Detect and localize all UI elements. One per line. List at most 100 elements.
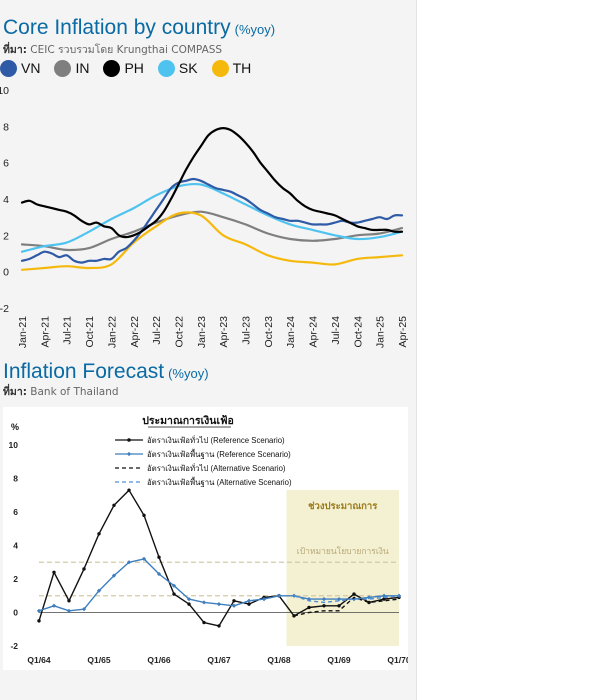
legend-item-in: IN: [54, 59, 90, 77]
chart2-data-point: [67, 599, 71, 603]
chart2-data-point: [337, 604, 341, 608]
y-tick-label: 0: [3, 267, 9, 279]
y-tick-label: 8: [13, 474, 18, 484]
chart2-data-point: [172, 592, 176, 596]
x-tick-label: Jul-23: [241, 316, 253, 345]
chart1-legend: VN IN PH SK TH: [0, 58, 265, 78]
legend-item-vn: VN: [0, 59, 41, 77]
x-tick-label: Oct-23: [263, 316, 275, 348]
chart2-legend-marker: [127, 438, 131, 442]
x-tick-label: Apr-21: [39, 316, 51, 348]
chart2-data-point: [336, 596, 342, 602]
x-tick-label: Apr-23: [218, 316, 230, 348]
x-tick-label: Jan-22: [106, 316, 118, 348]
chart2-data-point: [52, 570, 56, 574]
x-tick-label: Oct-21: [84, 316, 96, 348]
x-tick-label: Apr-25: [397, 316, 409, 348]
series-line-ph: [20, 127, 404, 239]
legend-swatch-sk: [157, 59, 175, 77]
chart2-series-line: [293, 596, 400, 617]
x-tick-label: Oct-24: [352, 316, 364, 348]
chart1-source-text: CEIC รวบรวมโดย Krungthai COMPASS: [30, 44, 223, 56]
chart2-data-point: [141, 556, 147, 562]
legend-label-ph: PH: [124, 60, 144, 76]
chart2-data-point: [112, 503, 116, 507]
chart2-inner-title: ประมาณการเงินเฟ้อ: [142, 414, 234, 427]
legend-swatch-in: [54, 59, 72, 77]
chart2-data-point: [111, 573, 117, 578]
x-tick-label: Jan-23: [196, 316, 208, 348]
chart2-legend-marker: [126, 451, 132, 457]
x-tick-label: Oct-22: [173, 316, 185, 348]
x-tick-label: Apr-24: [308, 316, 320, 348]
y-tick-label: 4: [3, 194, 9, 206]
x-tick-label: Jul-24: [330, 316, 342, 345]
chart2-data-point: [81, 607, 87, 612]
legend-swatch-vn: [0, 59, 17, 77]
chart2-source: ที่มา: Bank of Thailand: [3, 383, 119, 400]
y-tick-label: -2: [10, 641, 18, 651]
chart1-source: ที่มา: CEIC รวบรวมโดย Krungthai COMPASS: [3, 41, 222, 58]
chart2-data-point: [322, 604, 326, 608]
y-tick-label: 6: [3, 158, 9, 170]
legend-label-in: IN: [75, 60, 90, 76]
legend-item-ph: PH: [103, 59, 144, 77]
x-tick-label: Q1/67: [207, 655, 230, 665]
chart2-data-point: [261, 596, 267, 602]
x-tick-label: Q1/69: [327, 655, 350, 665]
x-tick-label: Q1/64: [27, 655, 50, 665]
x-tick-label: Jul-21: [62, 316, 74, 345]
chart2-data-point: [307, 605, 311, 610]
y-tick-label: 2: [3, 230, 9, 242]
legend-item-th: TH: [211, 59, 252, 77]
legend-label-th: TH: [232, 60, 252, 76]
chart2-data-point: [187, 602, 191, 606]
chart1-heading: Core Inflation by country (%yoy): [3, 16, 275, 40]
forecast-label: ช่วงประมาณการ: [308, 500, 378, 512]
chart2-legend-label: อัตราเงินเฟ้อทั่วไป (Alternative Scenari…: [147, 463, 286, 473]
x-tick-label: Jan-21: [17, 316, 29, 348]
chart2-figure: ช่วงประมาณการ เป้าหมายนโยบายการเงิน ประมาณ…: [3, 407, 411, 670]
legend-label-sk: SK: [178, 60, 198, 76]
chart2-source-label: ที่มา:: [3, 386, 27, 398]
y-tick-label: 10: [9, 440, 19, 450]
x-tick-label: Q1/65: [87, 655, 110, 665]
series-line-sk: [20, 182, 404, 253]
chart1-unit: (%yoy): [234, 22, 276, 37]
x-tick-label: Jul-22: [151, 316, 163, 345]
chart2-data-point: [51, 603, 57, 608]
forecast-region: [286, 490, 399, 646]
chart2-legend-label: อัตราเงินเฟ้อทั่วไป (Reference Scenario): [147, 435, 285, 445]
chart2-data-point: [97, 532, 101, 536]
chart2-data-point: [247, 602, 251, 606]
chart2-data-point: [186, 596, 192, 602]
legend-item-sk: SK: [157, 59, 198, 77]
chart2-data-point: [321, 596, 327, 602]
chart2-data-point: [201, 600, 207, 605]
x-tick-label: Q1/66: [147, 655, 170, 665]
chart2-data-point: [156, 571, 162, 577]
chart2-data-point: [276, 593, 282, 598]
chart2-legend-label: อัตราเงินเฟ้อพื้นฐาน (Reference Scenario…: [147, 448, 291, 459]
y-tick-label: 10: [0, 85, 9, 97]
chart2-data-point: [127, 488, 131, 492]
chart2-legend-label: อัตราเงินเฟ้อพื้นฐาน (Alternative Scenar…: [147, 476, 292, 487]
dashboard-panel: Core Inflation by country (%yoy) ที่มา: C…: [0, 0, 417, 700]
y-tick-label: 8: [3, 121, 9, 133]
chart2-data-point: [82, 567, 86, 571]
chart2-title: Inflation Forecast: [3, 360, 165, 383]
legend-swatch-th: [211, 59, 229, 77]
chart1-title: Core Inflation by country: [3, 16, 231, 39]
chart1-source-label: ที่มา:: [3, 44, 27, 56]
x-tick-label: Apr-22: [129, 316, 141, 348]
chart2-source-text: Bank of Thailand: [30, 386, 119, 398]
x-tick-label: Q1/70: [387, 655, 408, 665]
chart2-data-point: [216, 601, 222, 607]
chart2-data-point: [232, 599, 236, 603]
chart2-unit: (%yoy): [168, 366, 209, 381]
legend-label-vn: VN: [21, 60, 41, 76]
y-tick-label: 6: [13, 507, 18, 517]
chart1-plot: -2 0 2 4 6 8 10 Jan-21 Apr-21 Jul-21 Oct-21 Jan-22 A…: [0, 85, 409, 348]
chart2-data-point: [352, 592, 356, 596]
